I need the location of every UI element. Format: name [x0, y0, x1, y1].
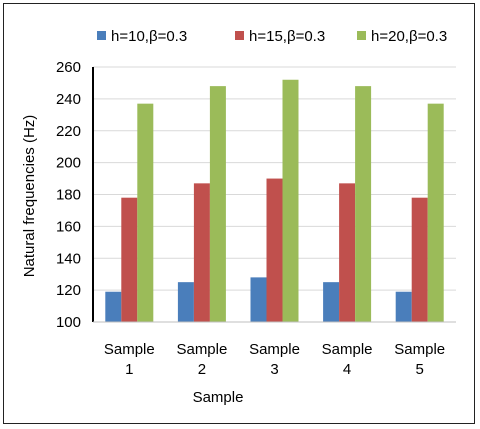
- bar-sample-2-series-2: [193, 183, 210, 322]
- bar-sample-4-series-3: [355, 86, 372, 322]
- legend: h=10,β=0.3 h=15,β=0.3 h=20,β=0.3: [97, 28, 447, 45]
- y-tick-label: 140: [56, 250, 81, 267]
- bar-sample-2-series-1: [177, 282, 194, 322]
- legend-swatch: [357, 31, 366, 40]
- y-tick-label: 160: [56, 218, 81, 235]
- x-tick-label-line: Sample: [322, 341, 373, 358]
- y-axis-title: Natural frequencies (Hz): [21, 115, 38, 278]
- x-tick-label-line: 5: [416, 361, 424, 378]
- x-tick-label-line: 1: [125, 361, 133, 378]
- y-tick-label: 240: [56, 91, 81, 108]
- x-tick-label-line: 3: [270, 361, 278, 378]
- x-tick-label-line: Sample: [394, 341, 445, 358]
- x-tick-label: Sample 1: [104, 341, 155, 378]
- bar-sample-1-series-2: [121, 197, 138, 322]
- bar-sample-3-series-2: [266, 178, 283, 322]
- x-tick-label-line: 2: [198, 361, 206, 378]
- legend-swatch: [235, 31, 244, 40]
- x-tick-label-line: Sample: [249, 341, 300, 358]
- legend-swatch: [97, 31, 106, 40]
- x-tick-labels: Sample 1 Sample 2 Sample 3 Sample 4 Sample 5: [104, 341, 445, 378]
- bar-sample-5-series-3: [427, 103, 444, 322]
- bars: [105, 79, 444, 322]
- bar-sample-2-series-3: [209, 86, 226, 322]
- x-tick-label: Sample 3: [249, 341, 300, 378]
- bar-sample-1-series-3: [137, 103, 154, 322]
- legend-label: h=10,β=0.3: [111, 28, 187, 45]
- x-axis-title: Sample: [193, 389, 244, 406]
- axes: [92, 67, 456, 323]
- bar-sample-5-series-2: [411, 197, 428, 322]
- legend-label: h=20,β=0.3: [371, 28, 447, 45]
- x-tick-label-line: 4: [343, 361, 351, 378]
- y-tick-label: 100: [56, 314, 81, 331]
- x-tick-label: Sample 4: [322, 341, 373, 378]
- bar-sample-3-series-1: [250, 277, 267, 322]
- bar-sample-1-series-1: [105, 291, 122, 322]
- bar-sample-3-series-3: [282, 79, 299, 322]
- y-tick-label: 120: [56, 282, 81, 299]
- x-tick-label-line: Sample: [104, 341, 155, 358]
- bar-sample-4-series-2: [339, 183, 356, 322]
- y-tick-label: 180: [56, 187, 81, 204]
- y-tick-label: 260: [56, 59, 81, 76]
- y-tick-labels: 100 120 140 160 180 200 220 240 260: [56, 59, 81, 331]
- y-tick-label: 200: [56, 155, 81, 172]
- chart-frame: 100 120 140 160 180 200 220 240 260 Sample 1 Sampl…: [3, 3, 475, 424]
- x-tick-label-line: Sample: [176, 341, 227, 358]
- legend-label: h=15,β=0.3: [249, 28, 325, 45]
- x-tick-label: Sample 5: [394, 341, 445, 378]
- y-tick-label: 220: [56, 123, 81, 140]
- bar-sample-5-series-1: [395, 291, 412, 322]
- x-tick-label: Sample 2: [176, 341, 227, 378]
- bar-sample-4-series-1: [323, 282, 340, 322]
